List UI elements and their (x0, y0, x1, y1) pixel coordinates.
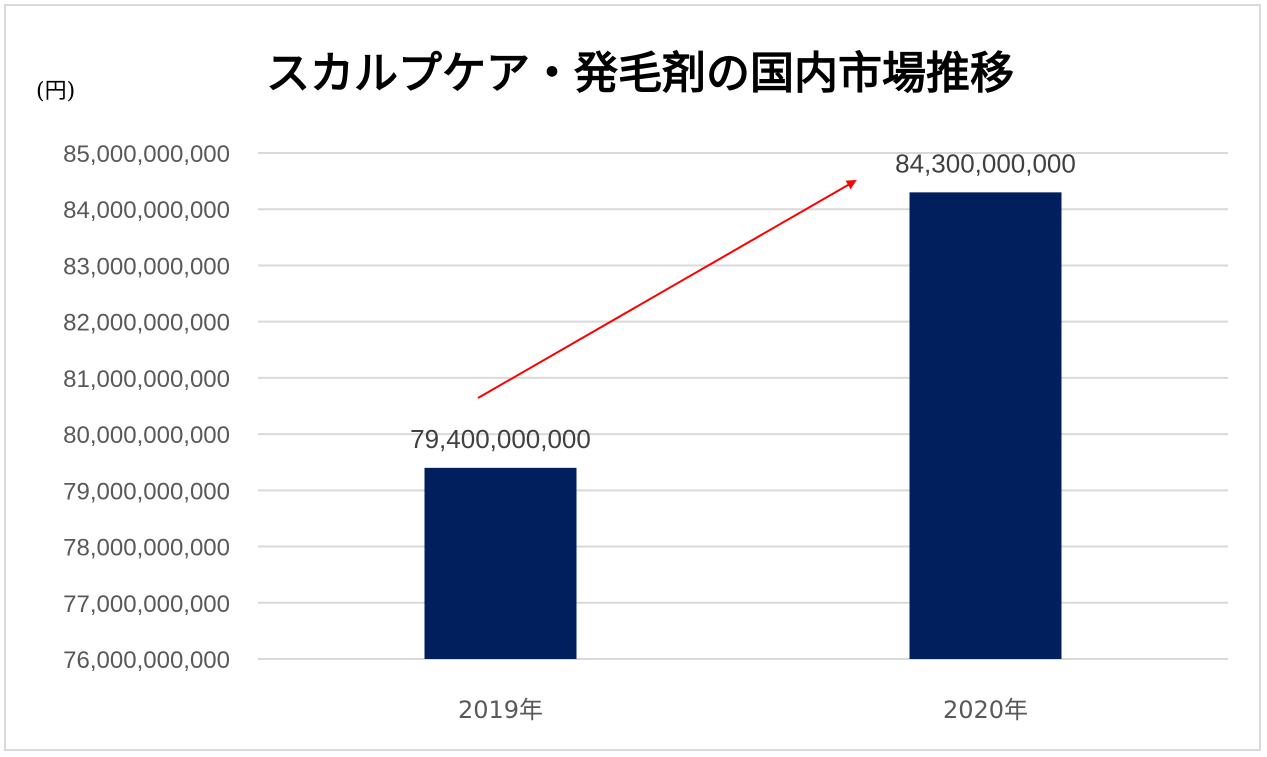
y-axis-ticks: 76,000,000,000 77,000,000,000 78,000,000,0… (63, 141, 230, 674)
bar (909, 192, 1062, 659)
trend-arrow (477, 180, 857, 399)
x-category-label: 2020年 (943, 696, 1028, 724)
y-tick-label: 82,000,000,000 (63, 310, 230, 337)
data-label: 79,400,000,000 (410, 424, 591, 454)
y-tick-label: 80,000,000,000 (63, 422, 230, 449)
y-tick-label: 79,000,000,000 (63, 478, 230, 505)
y-tick-label: 76,000,000,000 (63, 647, 230, 674)
data-label: 84,300,000,000 (895, 148, 1076, 178)
chart-title: スカルプケア・発毛剤の国内市場推移 (266, 48, 1014, 99)
x-axis-categories: 2019年 2020年 (458, 696, 1028, 724)
data-labels: 79,400,000,000 84,300,000,000 (410, 148, 1076, 453)
y-tick-label: 85,000,000,000 (63, 141, 230, 168)
y-tick-label: 78,000,000,000 (63, 535, 230, 562)
bars (424, 192, 1062, 659)
y-tick-label: 81,000,000,000 (63, 366, 230, 393)
y-tick-label: 77,000,000,000 (63, 591, 230, 618)
y-tick-label: 83,000,000,000 (63, 253, 230, 280)
x-category-label: 2019年 (458, 696, 543, 724)
y-unit-label: (円) (36, 79, 75, 104)
gridlines (258, 152, 1228, 660)
y-tick-label: 84,000,000,000 (63, 197, 230, 224)
bar (424, 467, 577, 659)
